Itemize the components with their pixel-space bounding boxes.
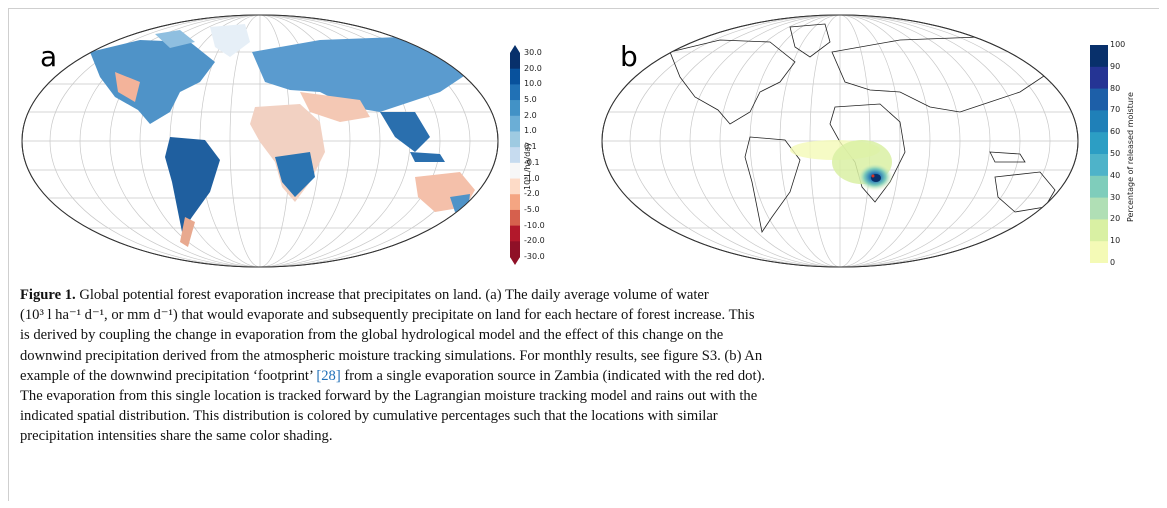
colorbar-a-tick-label: -20.0 (524, 236, 545, 246)
colorbar-a-tick-label: 5.0 (524, 95, 537, 105)
colorbar-a-segment (510, 115, 520, 132)
colorbar-a-segment (510, 178, 520, 195)
colorbar-b-segment (1090, 154, 1108, 177)
caption-line-5-pre: example of the downwind precipitation ‘f… (20, 367, 317, 384)
map-panel-b (601, 14, 1079, 268)
colorbar-a-segment (510, 225, 520, 242)
colorbar-a-extend-top (510, 45, 520, 53)
colorbar-a-segment (510, 53, 520, 70)
colorbar-b-title: Percentage of released moisture (1126, 92, 1135, 222)
colorbar-a-tick-label: -2.0 (524, 189, 540, 199)
colorbar-a-tick-label: -5.0 (524, 204, 540, 214)
citation-link[interactable]: [28] (316, 367, 341, 384)
colorbar-a-tick-label: 0.1 (524, 142, 537, 152)
figure-caption: Figure 1. Global potential forest evapor… (20, 285, 1140, 447)
colorbar-b-segment (1090, 197, 1108, 220)
colorbar-b-tick-label: 90 (1110, 61, 1121, 71)
caption-line-8: precipitation intensities share the same… (20, 428, 333, 445)
colorbar-a-segment (510, 84, 520, 101)
colorbar-b-tick-label: 40 (1110, 170, 1121, 180)
caption-line-7: indicated spatial distribution. This dis… (20, 408, 718, 425)
colorbar-a-tick-label: -1.0 (524, 173, 540, 183)
colorbar-b-segment (1090, 110, 1108, 133)
colorbar-a-segment (510, 162, 520, 180)
colorbar-a-tick-label: -10.0 (524, 220, 545, 230)
colorbar-b-tick-label: 60 (1110, 127, 1121, 137)
colorbar-b-segment (1090, 66, 1108, 90)
colorbar-a-extend-bottom (510, 257, 520, 265)
caption-line-5-post: from a single evaporation source in Zamb… (340, 367, 766, 384)
colorbar-a-tick-label: 20.0 (524, 63, 542, 73)
colorbar-b-tick-label: 10 (1110, 236, 1121, 246)
colorbar-b-tick-label: 70 (1110, 105, 1121, 115)
colorbar-b-segment (1090, 45, 1108, 68)
caption-line-6: The evaporation from this single locatio… (20, 388, 758, 405)
colorbar-b-segment (1090, 132, 1108, 155)
colorbar-b-segment (1090, 219, 1108, 242)
caption-line-1: Global potential forest evaporation incr… (75, 287, 709, 303)
moisture-footprint (790, 140, 893, 191)
figure-frame (8, 8, 1159, 501)
figure-label: Figure 1. (20, 287, 76, 303)
colorbar-a-segment (510, 147, 520, 164)
colorbar-a-tick-label: 10.0 (524, 79, 542, 89)
colorbar-a-tick-label: 2.0 (524, 110, 537, 120)
colorbar-b-segment (1090, 88, 1108, 111)
colorbar-a-segment (510, 100, 520, 117)
colorbar-b-tick-label: 50 (1110, 149, 1121, 158)
colorbar-b-tick-label: 100 (1110, 40, 1126, 49)
colorbar-b-tick-label: 20 (1110, 214, 1121, 224)
colorbar-b-tick-label: 80 (1110, 83, 1121, 93)
colorbar-b-tick-label: 0 (1110, 258, 1116, 267)
colorbar-a-segment (510, 68, 520, 85)
colorbar-a-tick-label: -30.0 (524, 252, 545, 261)
colorbar-a-segment (510, 194, 520, 211)
colorbar-a-tick-label: 1.0 (524, 126, 537, 136)
colorbar-b-segment (1090, 175, 1108, 199)
colorbar-a-tick-label: 30.0 (524, 48, 542, 57)
colorbar-a (510, 45, 520, 265)
colorbar-a-tick-label: -0.1 (524, 157, 540, 167)
caption-line-2: (10³ l ha⁻¹ d⁻¹, or mm d⁻¹) that would e… (20, 307, 755, 324)
map-panel-a (21, 14, 499, 268)
colorbar-b-segment (1090, 241, 1108, 263)
colorbar-b (1090, 45, 1108, 263)
colorbar-a-segment (510, 209, 520, 227)
caption-line-4: downwind precipitation derived from the … (20, 347, 763, 364)
colorbar-a-segment (510, 241, 520, 258)
colorbar-b-tick-label: 30 (1110, 192, 1121, 202)
colorbar-a-title: 10³L/ha/day (523, 142, 532, 190)
source-dot (871, 174, 875, 178)
panel-b-label: b (620, 40, 638, 73)
caption-line-3: is derived by coupling the change in eva… (20, 327, 724, 344)
panel-a-label: a (40, 40, 58, 73)
colorbar-a-segment (510, 131, 520, 148)
